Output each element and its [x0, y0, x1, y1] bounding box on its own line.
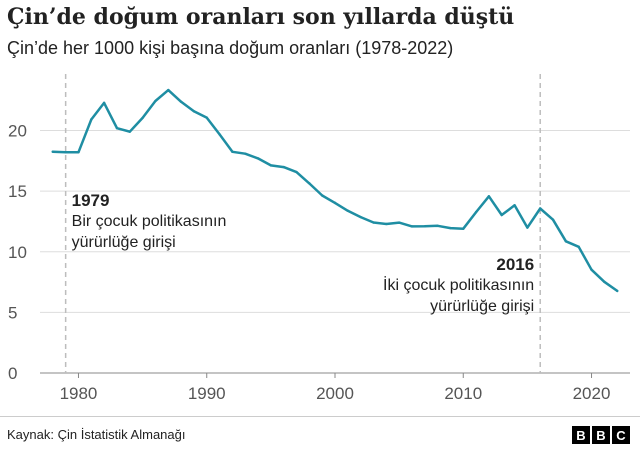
x-tick-label: 1980 — [60, 384, 98, 403]
footer-divider — [0, 416, 640, 417]
data-point — [513, 204, 516, 207]
data-point — [333, 201, 337, 205]
annotation-text: yürürlüğe girişi — [72, 234, 176, 251]
data-point — [308, 182, 311, 185]
annotation-text: yürürlüğe girişi — [430, 298, 534, 315]
series-lines — [51, 88, 619, 293]
annotations: 1979 Bir çocuk politikasının yürürlüğe gir… — [72, 191, 535, 315]
data-point — [51, 150, 55, 153]
data-point — [410, 225, 414, 228]
data-point — [295, 170, 298, 174]
annotation-year: 1979 — [72, 191, 110, 210]
y-tick-label: 15 — [8, 182, 27, 201]
data-point — [179, 100, 183, 103]
data-point — [539, 207, 542, 210]
data-point — [487, 195, 491, 198]
data-point — [218, 133, 221, 136]
logo-letter: B — [592, 426, 610, 444]
y-tick-label: 0 — [8, 364, 17, 383]
y-tick-label: 10 — [8, 243, 27, 262]
x-tick-label: 2010 — [444, 384, 482, 403]
data-point — [385, 222, 388, 226]
x-tick-labels: 1980 1990 2000 2010 2020 — [60, 373, 611, 403]
data-point — [141, 116, 144, 120]
data-point — [551, 218, 555, 221]
data-point — [500, 213, 503, 217]
data-point — [359, 215, 362, 219]
data-point — [167, 88, 170, 92]
data-point — [90, 118, 93, 121]
data-point — [320, 194, 324, 197]
data-point — [462, 227, 465, 230]
data-point — [102, 101, 106, 105]
y-tick-label: 5 — [8, 303, 17, 322]
data-point — [192, 110, 196, 113]
data-point — [282, 165, 285, 169]
data-point — [128, 130, 131, 133]
data-point — [423, 225, 426, 228]
data-point — [590, 268, 593, 271]
data-point — [577, 245, 580, 248]
policy-markers — [64, 74, 541, 373]
data-point — [449, 226, 452, 230]
annotation-year: 2016 — [496, 255, 534, 274]
x-tick-label: 2020 — [573, 384, 611, 403]
annotation-text: Bir çocuk politikasının — [72, 213, 227, 230]
y-tick-labels: 0 5 10 15 20 — [8, 122, 27, 384]
logo-letter: B — [572, 426, 590, 444]
source-note: Kaynak: Çin İstatistik Almanağı — [7, 427, 186, 442]
data-point — [615, 289, 619, 293]
data-point — [372, 221, 375, 224]
data-point — [397, 221, 401, 224]
y-tick-label: 20 — [8, 122, 27, 141]
annotation-text: İki çocuk politikasının — [383, 275, 534, 294]
data-point — [436, 224, 439, 228]
data-point — [231, 150, 234, 154]
data-point — [115, 126, 119, 130]
data-point — [526, 226, 529, 229]
gridlines — [40, 130, 630, 374]
data-point — [205, 116, 208, 119]
data-point — [64, 151, 67, 154]
data-point — [154, 99, 157, 103]
x-tick-label: 2000 — [316, 384, 354, 403]
chart-title: Çin’de doğum oranları son yıllarda düştü — [7, 4, 515, 30]
data-point — [346, 209, 350, 212]
data-point — [256, 157, 260, 160]
logo-letter: C — [612, 426, 630, 444]
data-point — [564, 240, 568, 243]
bbc-logo: B B C — [572, 426, 630, 444]
birth-rate-chart: 0 5 10 15 20 1980 1990 2000 2010 2020 1979 Bir ço… — [8, 74, 630, 403]
data-point — [269, 164, 273, 167]
data-point — [603, 280, 606, 284]
chart-subtitle: Çin’de her 1000 kişi başına doğum oranla… — [7, 38, 454, 58]
data-point — [244, 152, 247, 155]
x-tick-label: 1990 — [188, 384, 226, 403]
data-point — [77, 151, 80, 154]
data-point — [474, 210, 478, 214]
